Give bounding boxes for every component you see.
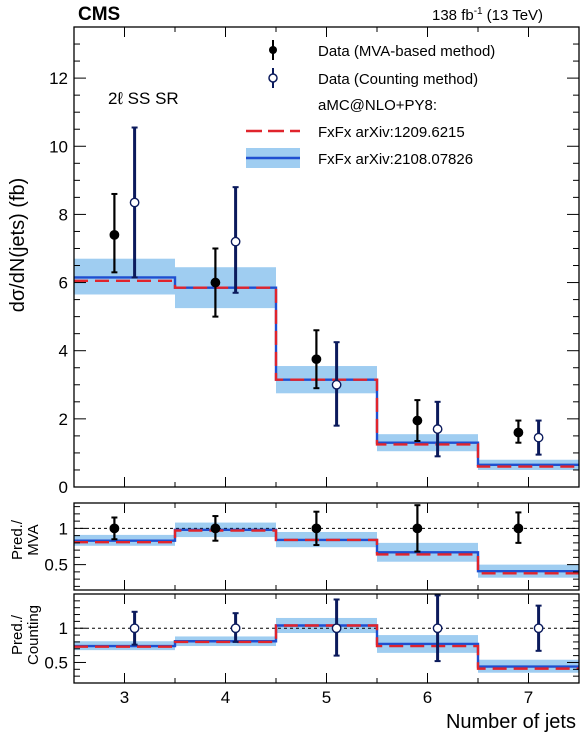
data-count-point xyxy=(230,623,241,634)
x-tick-label: 4 xyxy=(221,688,230,707)
x-tick-label: 7 xyxy=(524,688,533,707)
y-tick-label: 2 xyxy=(59,410,68,429)
data-count-point xyxy=(331,379,342,390)
ratio-mva-ylabel-line2: MVA xyxy=(25,524,42,555)
region-label: 2ℓ SS SR xyxy=(108,89,179,108)
y-tick-label: 1 xyxy=(59,619,68,638)
legend-mc-header: aMC@NLO+PY8: xyxy=(318,97,437,114)
experiment-label: CMS xyxy=(78,4,120,25)
data-mva-point xyxy=(109,523,120,534)
pred-old-step xyxy=(74,624,579,670)
data-count-point xyxy=(129,197,140,208)
x-tick-label: 3 xyxy=(120,688,129,707)
data-mva-point xyxy=(412,523,423,534)
pred-old-step xyxy=(74,529,579,575)
y-tick-label: 0.5 xyxy=(44,556,68,575)
y-tick-label: 6 xyxy=(59,274,68,293)
data-mva-point xyxy=(311,523,322,534)
legend-data-count-label: Data (Counting method) xyxy=(318,71,478,88)
data-count-point xyxy=(432,623,443,634)
data-mva-point xyxy=(513,523,524,534)
y-tick-label: 0.5 xyxy=(44,653,68,672)
ratio-count-ylabel-line2: Counting xyxy=(25,605,42,665)
data-count-point xyxy=(533,432,544,443)
energy-label: (13 TeV) xyxy=(487,7,543,24)
data-mva-point xyxy=(109,229,120,240)
legend-data-count-marker xyxy=(268,73,278,83)
legend-data-mva-label: Data (MVA-based method) xyxy=(318,43,495,60)
legend-pred-old-label: FxFx arXiv:1209.6215 xyxy=(318,124,465,141)
y-tick-label: 4 xyxy=(59,342,68,361)
y-tick-label: 10 xyxy=(49,137,68,156)
legend-pred-new-label: FxFx arXiv:2108.07826 xyxy=(318,151,473,168)
ratio-mva-ylabel-line1: Pred./ xyxy=(9,519,26,560)
y-tick-label: 0 xyxy=(59,478,68,497)
data-count-point xyxy=(129,623,140,634)
legend: Data (MVA-based method) Data (Counting m… xyxy=(246,40,495,168)
y-tick-label: 12 xyxy=(49,69,68,88)
y-tick-label: 8 xyxy=(59,205,68,224)
x-tick-label: 6 xyxy=(423,688,432,707)
lumi-value: 138 fb xyxy=(432,7,474,24)
panel-ratio-counting: 0.5 1 3 4 5 6 7 xyxy=(44,593,580,707)
lumi-exponent: -1 xyxy=(474,6,483,17)
data-count-point xyxy=(533,623,544,634)
x-tick-label: 5 xyxy=(322,688,331,707)
data-mva-point xyxy=(210,277,221,288)
data-mva-point xyxy=(210,523,221,534)
data-mva-point xyxy=(513,427,524,438)
panel-main: 0 2 4 6 8 10 12 xyxy=(49,26,580,497)
ratio-count-ylabel-line1: Pred./ xyxy=(9,614,26,655)
data-count-point xyxy=(432,424,443,434)
data-mva-point xyxy=(412,415,423,426)
legend-data-mva-marker xyxy=(269,46,277,54)
data-count-point xyxy=(230,236,241,247)
data-mva-point xyxy=(311,354,322,365)
data-count-point xyxy=(331,623,342,634)
panel-ratio-mva: 0.51 xyxy=(44,502,580,591)
main-ylabel: dσ/dN(jets) (fb) xyxy=(7,178,29,313)
xlabel: Number of jets xyxy=(446,711,576,733)
y-tick-label: 1 xyxy=(59,519,68,538)
pred-old-step xyxy=(74,279,579,468)
lumi-label: 138 fb-1 (13 TeV) xyxy=(432,6,543,24)
